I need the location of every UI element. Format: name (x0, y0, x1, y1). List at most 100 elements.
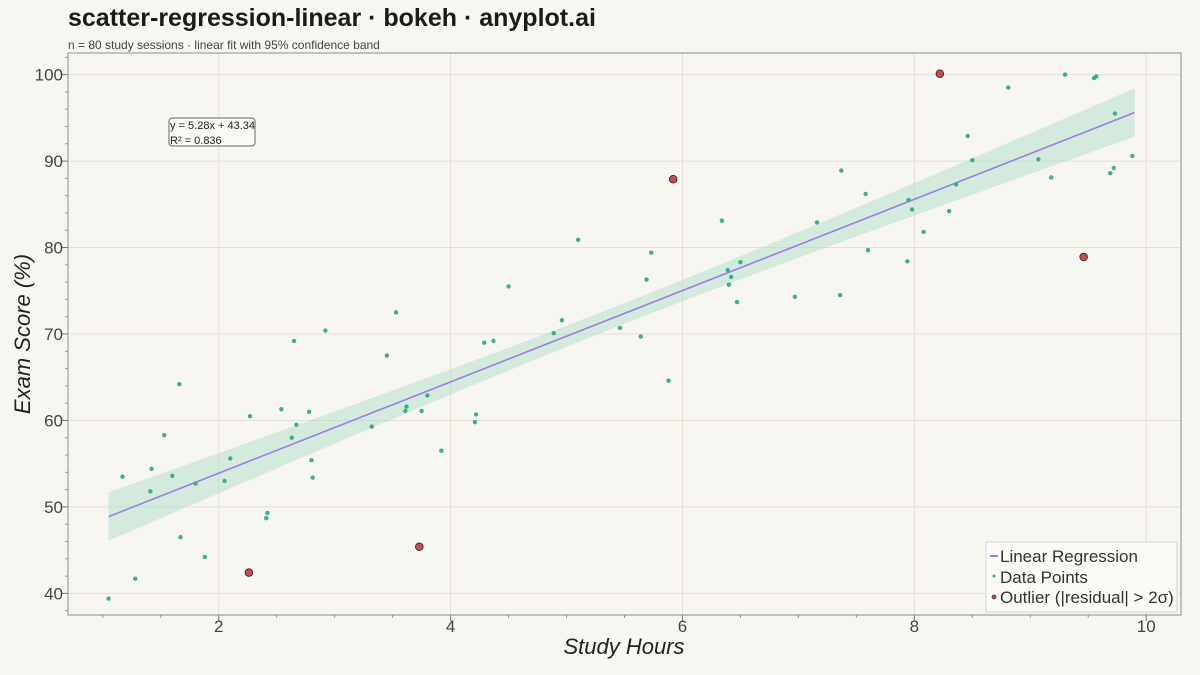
data-point (921, 229, 926, 235)
y-tick-label: 100 (35, 66, 63, 85)
data-point (953, 182, 959, 187)
data-point (482, 340, 487, 345)
x-tick-label: 8 (910, 617, 919, 636)
data-point (644, 277, 649, 282)
regression-line-layer (108, 111, 1135, 518)
data-point (1094, 74, 1099, 79)
data-point (865, 247, 871, 253)
data-point (1108, 170, 1113, 176)
data-point (839, 168, 844, 173)
data-point (369, 424, 374, 429)
data-point (425, 393, 430, 398)
outlier-point (1079, 252, 1088, 262)
plot-frame (67, 52, 1182, 616)
legend-outlier-label: Outlier (|residual| > 2σ) (1000, 588, 1174, 607)
data-point (419, 408, 424, 414)
data-point (279, 407, 284, 412)
data-point (306, 409, 312, 415)
data-point (719, 218, 725, 223)
data-point (1062, 72, 1068, 77)
data-point (965, 133, 970, 139)
data-point (551, 330, 556, 336)
data-point (1006, 85, 1011, 90)
data-point (265, 510, 270, 516)
y-tick-label: 40 (44, 584, 63, 603)
data-point (792, 294, 798, 300)
data-point (575, 237, 581, 242)
data-point (162, 432, 167, 438)
data-point (472, 419, 478, 425)
outlier-point (415, 542, 424, 551)
data-point (1130, 153, 1135, 159)
data-point (323, 328, 328, 333)
x-tick-label: 2 (214, 617, 223, 636)
x-tick-label: 6 (678, 617, 687, 636)
data-point (264, 515, 269, 521)
data-point (439, 448, 444, 453)
data-point (247, 413, 253, 419)
x-tick-label: 4 (446, 617, 455, 636)
data-point (473, 412, 479, 417)
data-point (506, 284, 511, 289)
data-point (404, 404, 409, 409)
data-point (202, 554, 208, 560)
data-point (403, 408, 408, 414)
data-point (617, 325, 623, 331)
annotation-equation: y = 5.28x + 43.34 (170, 120, 255, 132)
data-point (726, 282, 732, 287)
data-point (106, 596, 111, 601)
y-axis-ticks: 40 50 60 70 80 90 100 (35, 66, 68, 603)
data-point (837, 292, 843, 298)
y-axis-title: Exam Score (%) (10, 254, 35, 414)
data-point (228, 456, 233, 461)
data-point (149, 466, 154, 472)
legend-box (985, 541, 1178, 613)
data-point (666, 378, 671, 383)
chart-title: scatter-regression-linear · bokeh · anyp… (68, 4, 596, 32)
data-point (946, 209, 952, 214)
legend-regression-label: Linear Regression (1000, 547, 1138, 566)
data-point (905, 259, 910, 264)
legend-outlier-swatch (991, 594, 997, 600)
data-point (148, 489, 153, 494)
data-point (909, 207, 915, 212)
data-point (309, 458, 314, 463)
outlier-point (244, 568, 254, 577)
data-point (310, 475, 315, 480)
data-point (725, 267, 730, 273)
data-point (177, 381, 182, 387)
data-point (133, 576, 138, 581)
annotation-box (168, 117, 256, 147)
data-points-layer (106, 72, 1135, 601)
data-point (648, 250, 654, 255)
y-tick-label: 60 (44, 411, 63, 430)
data-point (170, 473, 175, 478)
legend: Linear Regression Data Points Outlier (|… (985, 541, 1178, 613)
data-point (728, 274, 734, 280)
data-point (906, 197, 911, 203)
data-point (393, 310, 399, 315)
x-axis-ticks: 2 4 6 8 10 (214, 615, 1156, 636)
data-point (294, 422, 299, 427)
y-tick-label: 80 (44, 239, 63, 258)
y-tick-label: 90 (44, 152, 63, 171)
data-point (289, 435, 294, 440)
data-point (970, 158, 975, 163)
data-point (814, 220, 820, 225)
data-point (734, 299, 740, 305)
regression-annotation: y = 5.28x + 43.34 R² = 0.836 (168, 117, 256, 147)
outlier-point (935, 69, 945, 79)
outliers-layer (244, 69, 1088, 577)
regression-line (108, 111, 1135, 518)
annotation-r-squared: R² = 0.836 (170, 135, 222, 147)
data-point (1048, 175, 1054, 180)
data-point (863, 191, 868, 197)
outlier-point (668, 174, 678, 184)
data-point (120, 474, 125, 479)
data-point (291, 338, 297, 344)
data-point (222, 478, 227, 484)
data-point (738, 260, 743, 265)
data-point (384, 353, 390, 358)
x-axis-title: Study Hours (563, 634, 684, 659)
